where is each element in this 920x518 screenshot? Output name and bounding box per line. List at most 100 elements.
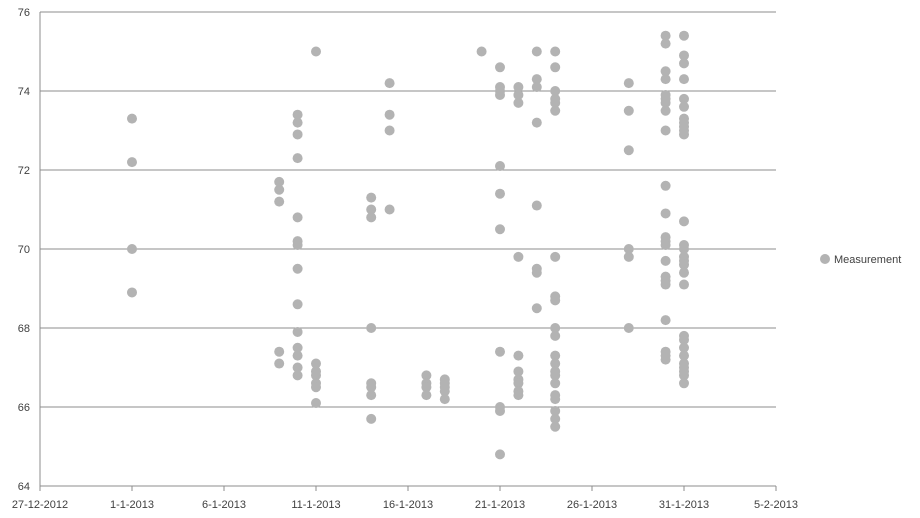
data-point <box>292 240 303 251</box>
data-point <box>366 212 377 223</box>
data-point <box>679 101 689 112</box>
data-point <box>292 212 303 223</box>
data-point <box>311 46 321 57</box>
data-point <box>127 113 137 124</box>
data-point <box>513 97 524 108</box>
data-point <box>679 74 689 85</box>
data-point <box>292 263 303 274</box>
data-point <box>421 382 432 393</box>
data-point <box>531 200 542 211</box>
data-points <box>127 30 689 460</box>
data-point <box>292 117 303 128</box>
data-point <box>623 105 634 116</box>
x-tick-label: 31-1-2013 <box>659 499 709 511</box>
data-point <box>550 421 561 432</box>
data-point <box>495 89 505 100</box>
data-point <box>513 366 524 377</box>
data-point <box>127 244 137 254</box>
data-point <box>550 86 561 96</box>
data-point <box>495 405 505 416</box>
data-point <box>495 224 505 235</box>
data-point <box>660 255 671 266</box>
data-point <box>513 82 524 93</box>
y-tick-label: 68 <box>18 323 30 335</box>
data-point <box>679 93 689 104</box>
data-point <box>292 362 303 373</box>
data-point <box>292 350 303 361</box>
y-tick-label: 72 <box>18 165 30 177</box>
y-tick-label: 76 <box>18 7 30 19</box>
x-tick-label: 26-1-2013 <box>567 499 617 511</box>
data-point <box>366 413 377 424</box>
data-point <box>292 129 303 140</box>
data-point <box>476 46 487 57</box>
data-point <box>292 326 303 337</box>
data-point <box>384 125 395 136</box>
legend-label: Measurement <box>834 254 901 266</box>
data-point <box>292 370 303 381</box>
data-point <box>531 74 542 85</box>
data-point <box>660 125 671 136</box>
data-point <box>660 30 671 41</box>
data-point <box>550 350 561 361</box>
data-point <box>679 342 689 353</box>
data-point <box>366 204 377 215</box>
y-tick-label: 74 <box>18 86 30 98</box>
data-point <box>660 74 671 85</box>
y-tick-label: 70 <box>18 244 30 256</box>
data-point <box>550 62 561 73</box>
data-point <box>513 350 524 361</box>
data-point <box>495 346 505 357</box>
x-tick-label: 5-2-2013 <box>754 499 798 511</box>
data-point <box>679 378 689 389</box>
data-point <box>660 279 671 290</box>
data-point <box>550 370 561 381</box>
data-point <box>660 208 671 219</box>
data-point <box>531 117 542 128</box>
legend-marker <box>820 254 830 264</box>
data-point <box>127 287 137 298</box>
data-point <box>495 161 505 172</box>
data-point <box>550 413 561 424</box>
data-point <box>660 97 671 108</box>
data-point <box>292 342 303 353</box>
legend: Measurement <box>820 254 901 266</box>
data-point <box>366 192 377 203</box>
data-point <box>292 109 303 120</box>
data-point <box>531 82 542 93</box>
x-tick-label: 1-1-2013 <box>110 499 154 511</box>
data-point <box>550 105 561 116</box>
data-point <box>679 30 689 41</box>
data-point <box>531 46 542 57</box>
x-tick-label: 27-12-2012 <box>12 499 68 511</box>
axes: 64 66 68 70 72 74 76 27-12-2012 1-1-2013 6-1-2013… <box>12 7 798 511</box>
data-point <box>660 105 671 116</box>
data-point <box>439 386 450 397</box>
data-point <box>366 390 377 401</box>
data-point <box>623 251 634 262</box>
x-tick-label: 6-1-2013 <box>202 499 246 511</box>
data-point <box>679 370 689 381</box>
data-point <box>550 295 561 306</box>
data-point <box>679 350 689 361</box>
data-point <box>311 358 321 369</box>
data-point <box>421 390 432 401</box>
data-point <box>550 323 561 333</box>
y-tick-label: 66 <box>18 402 30 414</box>
data-point <box>550 358 561 369</box>
data-point <box>679 334 689 345</box>
data-point <box>660 38 671 49</box>
data-point <box>274 196 285 207</box>
data-point <box>660 66 671 77</box>
data-point <box>292 299 303 310</box>
data-point <box>311 370 321 381</box>
data-point <box>550 394 561 405</box>
data-point <box>623 145 634 156</box>
data-point <box>679 216 689 227</box>
data-point <box>311 398 321 409</box>
data-point <box>292 153 303 164</box>
data-point <box>660 240 671 251</box>
data-point <box>660 315 671 326</box>
data-point <box>550 405 561 416</box>
x-tick-label: 21-1-2013 <box>475 499 525 511</box>
